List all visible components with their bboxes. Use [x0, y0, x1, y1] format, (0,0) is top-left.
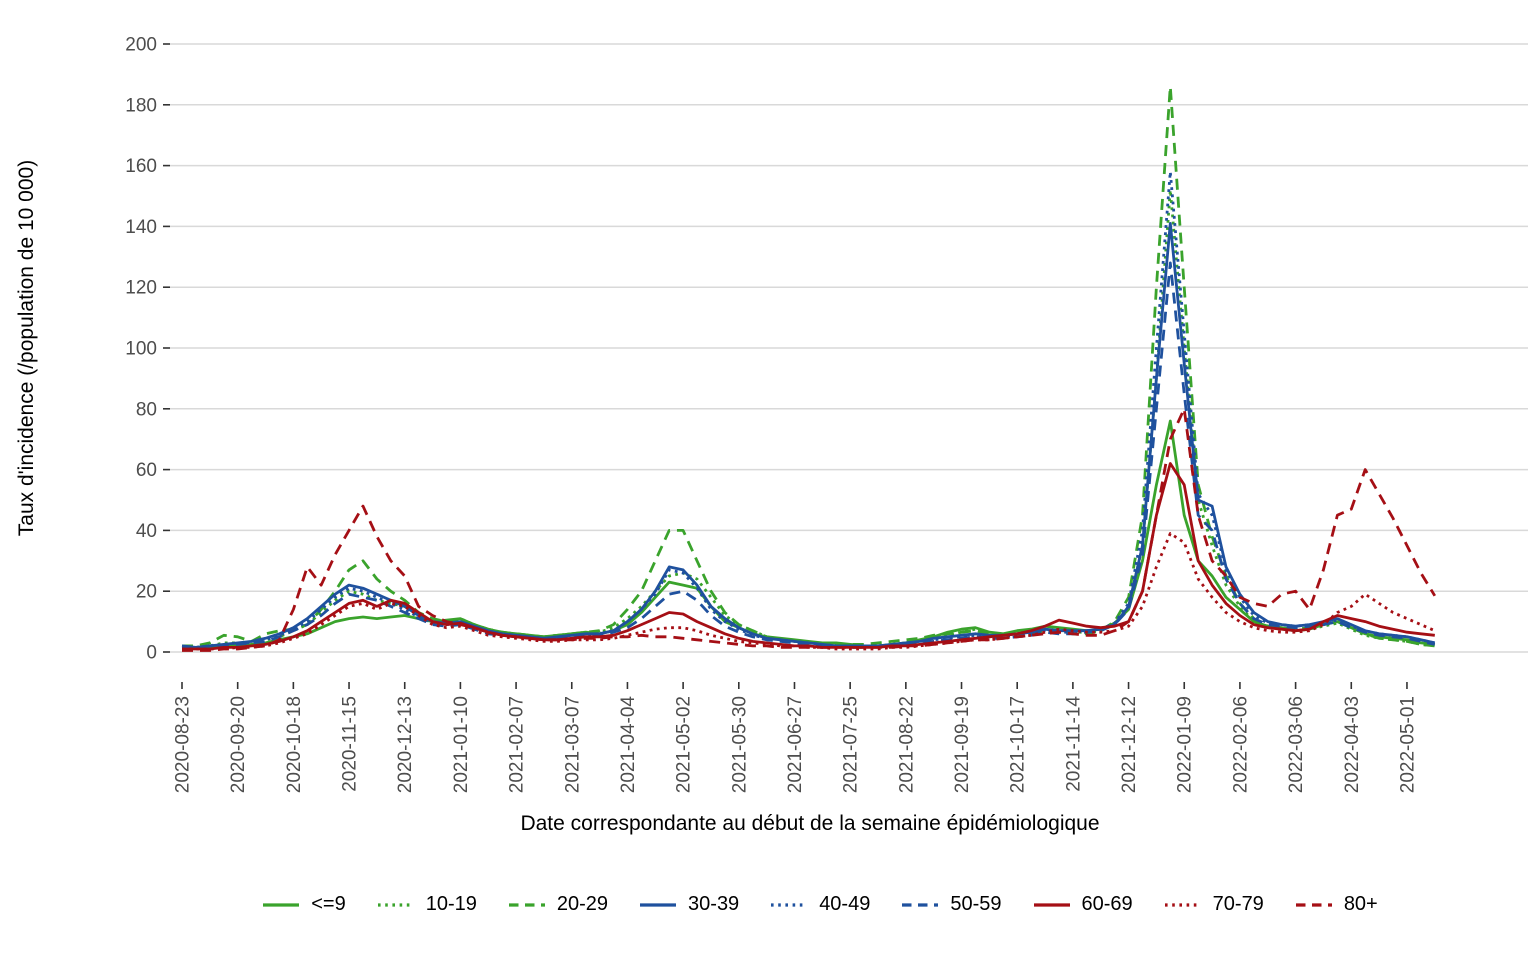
- x-tick-label: 2020-08-23: [173, 696, 194, 793]
- legend-label: 80+: [1343, 893, 1378, 915]
- legend-label: 20-29: [556, 893, 609, 915]
- legend-item-10-19: 10-19: [377, 893, 477, 916]
- x-tick-label: 2022-04-03: [1342, 696, 1363, 793]
- series-line-20-29: [182, 85, 1435, 648]
- x-tick-label: 2021-04-04: [618, 696, 639, 794]
- series-line-40-49: [182, 170, 1436, 649]
- y-tick-label: 80: [136, 399, 157, 420]
- legend-item-30-39: 30-39: [639, 893, 739, 916]
- y-tick-label: 20: [136, 582, 157, 603]
- series-line-60-69: [182, 462, 1435, 651]
- legend-line-sample: [377, 902, 414, 907]
- y-tick-label: 120: [125, 278, 157, 299]
- legend-line-sample: [1164, 902, 1201, 907]
- x-tick-label: 2021-07-25: [841, 696, 862, 793]
- y-tick-label: 0: [146, 643, 157, 664]
- x-tick-label: 2022-02-06: [1230, 696, 1251, 793]
- x-tick-label: 2020-12-13: [395, 696, 416, 793]
- x-axis: 2020-08-23 2020-09-20 2020-10-18 2020-11-15…: [173, 682, 1418, 794]
- x-axis-title: Date correspondante au début de la semai…: [520, 812, 1100, 835]
- legend-line-sample: [508, 902, 545, 907]
- x-tick-label: 2021-03-07: [562, 696, 583, 793]
- y-tick-label: 200: [125, 35, 157, 56]
- legend-line-sample: [771, 902, 808, 907]
- y-tick-label: 40: [136, 521, 157, 542]
- legend-line-sample: [1033, 902, 1070, 907]
- y-tick-label: 180: [125, 95, 157, 116]
- legend-line-sample: [902, 902, 939, 907]
- x-tick-label: 2021-01-10: [451, 696, 472, 793]
- series-line-<=9: [182, 419, 1435, 649]
- legend-label: 10-19: [425, 893, 477, 915]
- legend-item-60-69: 60-69: [1033, 893, 1133, 916]
- legend-label: 30-39: [688, 893, 740, 915]
- legend-item-20-29: 20-29: [508, 893, 608, 916]
- x-tick-label: 2021-06-27: [785, 696, 806, 793]
- legend-item-80+: 80+: [1295, 893, 1378, 916]
- y-axis-title: Taux d'incidence (/population de 10 000): [15, 159, 38, 537]
- x-tick-label: 2022-03-06: [1286, 696, 1307, 793]
- legend-item-40-49: 40-49: [770, 893, 870, 916]
- legend-line-sample: [640, 902, 677, 907]
- x-tick-label: 2020-11-15: [340, 696, 361, 792]
- y-axis: 0 20 40 60 80 100 120 140 160 180 200: [125, 35, 170, 664]
- legend-label: 40-49: [819, 893, 871, 915]
- x-tick-label: 2022-05-01: [1397, 696, 1418, 793]
- x-tick-label: 2021-12-12: [1119, 696, 1140, 793]
- y-tick-label: 100: [125, 339, 157, 360]
- legend-label: <=9: [311, 893, 346, 915]
- x-tick-label: 2021-09-19: [952, 696, 973, 793]
- y-tick-label: 160: [125, 156, 157, 177]
- legend-label: 60-69: [1081, 893, 1133, 915]
- series-line-50-59: [182, 261, 1436, 649]
- legend-label: 50-59: [950, 893, 1002, 915]
- legend-line-sample: [263, 902, 300, 907]
- x-tick-label: 2021-05-30: [729, 696, 750, 793]
- series-line-10-19: [182, 188, 1435, 649]
- x-tick-label: 2022-01-09: [1175, 696, 1196, 793]
- x-tick-label: 2021-05-02: [674, 696, 695, 793]
- chart-legend: <=9 10-19 20-29 30-39 40-49 50-59 60-69 70-79 80…: [104, 893, 1536, 916]
- legend-line-sample: [1295, 902, 1332, 907]
- gridlines: [170, 43, 1528, 653]
- x-tick-label: 2021-02-07: [507, 696, 528, 793]
- legend-item-<=9: <=9: [262, 893, 346, 916]
- x-tick-label: 2020-10-18: [284, 696, 305, 793]
- series-lines: [181, 85, 1436, 652]
- legend-label: 70-79: [1212, 893, 1264, 915]
- y-tick-label: 140: [125, 217, 157, 238]
- x-tick-label: 2020-09-20: [228, 696, 249, 793]
- series-line-80+: [182, 407, 1436, 652]
- x-tick-label: 2021-08-22: [896, 696, 917, 793]
- legend-item-50-59: 50-59: [901, 893, 1002, 916]
- x-tick-label: 2021-10-17: [1008, 696, 1029, 793]
- x-tick-label: 2021-11-14: [1063, 696, 1084, 792]
- y-tick-label: 60: [136, 460, 157, 481]
- legend-item-70-79: 70-79: [1164, 893, 1264, 916]
